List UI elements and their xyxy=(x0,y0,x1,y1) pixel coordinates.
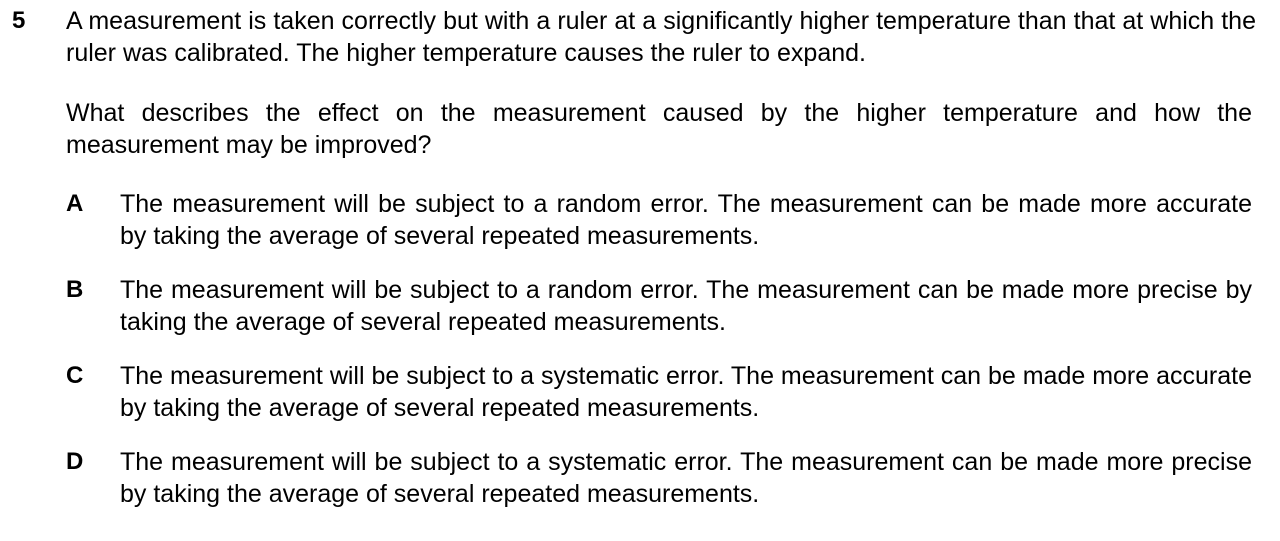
option-letter: D xyxy=(66,448,84,475)
option-text: The measurement will be subject to a sys… xyxy=(120,448,1252,508)
option-text: The measurement will be subject to a ran… xyxy=(120,190,1252,250)
option-letter: A xyxy=(66,190,84,217)
question-prompt: What describes the effect on the measure… xyxy=(66,99,1252,159)
question-stem: A measurement is taken correctly but wit… xyxy=(66,7,1256,67)
option-letter: C xyxy=(66,362,84,389)
question-number: 5 xyxy=(12,7,26,34)
option-text: The measurement will be subject to a sys… xyxy=(120,362,1252,422)
option-letter: B xyxy=(66,276,84,303)
option-text: The measurement will be subject to a ran… xyxy=(120,276,1252,336)
